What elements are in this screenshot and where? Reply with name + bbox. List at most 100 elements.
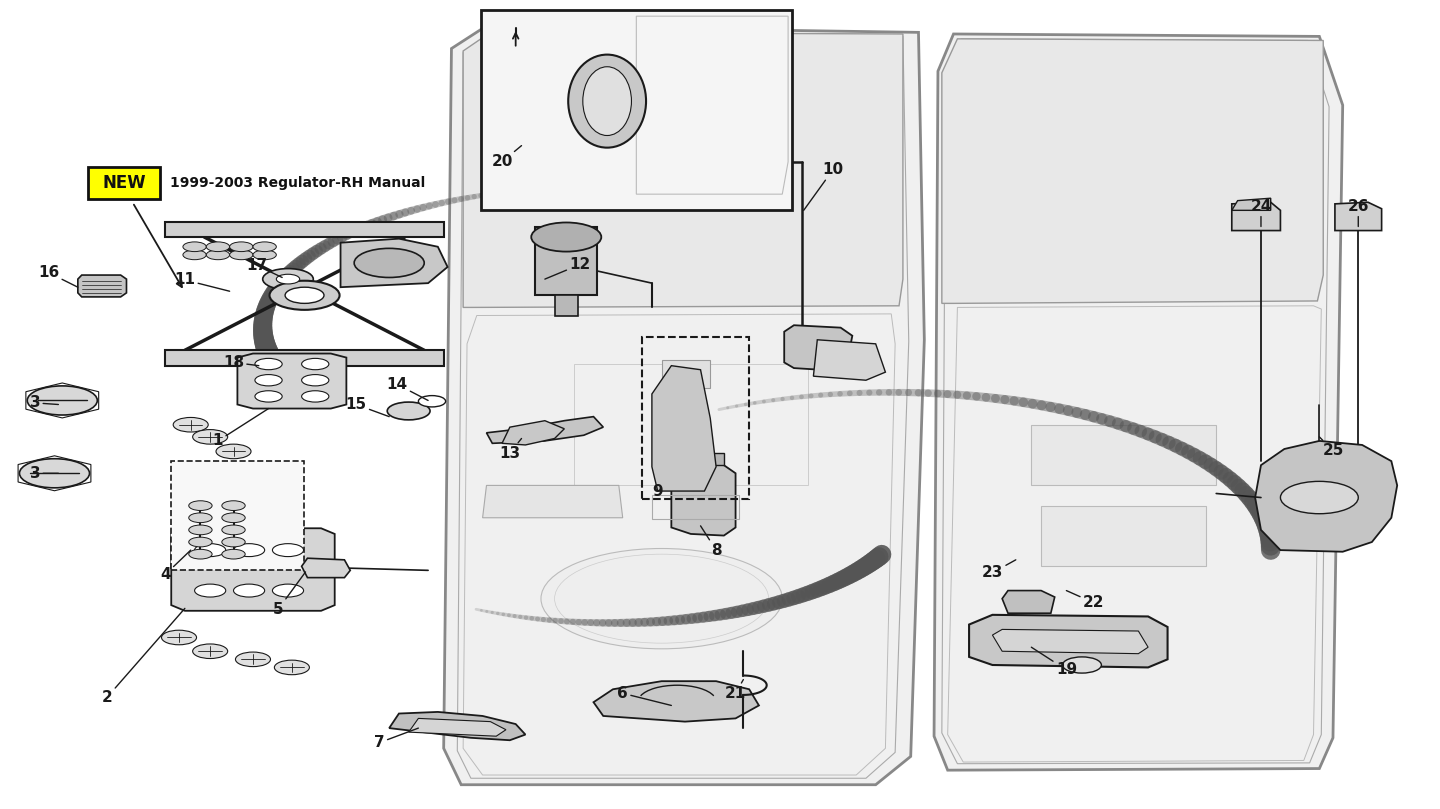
Polygon shape [503,421,564,445]
Bar [1041,506,1207,566]
Text: 9: 9 [652,485,662,499]
Polygon shape [1256,441,1397,552]
Polygon shape [935,34,1342,770]
Circle shape [189,537,212,547]
Circle shape [27,386,98,415]
Circle shape [222,501,245,510]
Circle shape [236,652,271,667]
Text: 19: 19 [1031,647,1077,677]
Text: 5: 5 [274,572,305,616]
Polygon shape [171,528,334,611]
Polygon shape [464,32,903,307]
Polygon shape [487,417,603,443]
Circle shape [531,222,602,252]
Circle shape [183,250,206,260]
Circle shape [194,544,226,557]
Circle shape [222,513,245,523]
Circle shape [222,549,245,559]
Circle shape [189,525,212,535]
Bar [481,10,792,210]
Text: 17: 17 [246,258,282,277]
Circle shape [255,375,282,386]
Polygon shape [1002,591,1054,613]
Polygon shape [593,681,759,722]
Circle shape [255,391,282,402]
Polygon shape [814,340,886,380]
Polygon shape [969,615,1168,667]
Polygon shape [340,239,448,287]
Polygon shape [301,558,350,578]
Circle shape [229,250,253,260]
Circle shape [233,584,265,597]
Polygon shape [652,366,716,491]
Circle shape [1063,657,1102,673]
Circle shape [173,490,209,505]
Circle shape [232,510,266,525]
Circle shape [189,501,212,510]
Circle shape [387,402,431,420]
Polygon shape [1335,202,1381,231]
Text: 25: 25 [1319,437,1344,458]
Text: 3: 3 [30,396,59,410]
Ellipse shape [569,55,647,148]
Circle shape [272,584,304,597]
Text: 3: 3 [30,466,59,481]
Text: 12: 12 [544,257,590,279]
Circle shape [301,358,328,370]
Circle shape [229,242,253,252]
Circle shape [189,513,212,523]
Polygon shape [238,354,347,409]
Text: 1999-2003 Regulator-RH Manual: 1999-2003 Regulator-RH Manual [170,176,425,190]
Bar [575,364,808,485]
Text: 1: 1 [213,409,268,448]
Polygon shape [536,227,598,295]
Text: 10: 10 [804,163,844,210]
Circle shape [238,359,268,372]
FancyBboxPatch shape [88,167,160,199]
Circle shape [275,660,310,675]
Text: 16: 16 [37,265,78,287]
Circle shape [253,250,276,260]
Circle shape [222,537,245,547]
Circle shape [161,630,196,645]
Circle shape [173,417,209,432]
Text: 8: 8 [700,526,721,557]
Text: 2: 2 [102,608,184,705]
Circle shape [285,287,324,303]
Polygon shape [444,26,924,785]
Bar [1031,425,1217,485]
Polygon shape [942,39,1323,303]
Text: 24: 24 [1250,199,1272,227]
Text: 6: 6 [618,686,671,705]
Circle shape [200,502,236,517]
Polygon shape [554,295,577,316]
Polygon shape [166,222,444,237]
Polygon shape [671,463,736,536]
Circle shape [189,549,212,559]
Circle shape [1280,481,1358,514]
Circle shape [183,242,206,252]
Circle shape [233,544,265,557]
Text: 11: 11 [174,273,229,291]
Circle shape [20,459,89,488]
Polygon shape [681,453,724,465]
Circle shape [354,248,425,277]
Circle shape [541,549,782,649]
Text: NEW: NEW [102,174,145,192]
Circle shape [206,242,229,252]
Circle shape [301,391,328,402]
Ellipse shape [583,67,632,136]
Text: 26: 26 [1348,199,1369,227]
Circle shape [262,269,314,290]
Polygon shape [482,485,622,518]
Text: 13: 13 [500,438,521,460]
Polygon shape [1231,202,1280,231]
Polygon shape [389,712,526,740]
Text: 18: 18 [223,355,259,370]
Polygon shape [409,718,505,736]
Circle shape [222,525,245,535]
Circle shape [206,250,229,260]
Circle shape [216,444,251,459]
Circle shape [276,274,300,284]
Polygon shape [1231,198,1270,210]
